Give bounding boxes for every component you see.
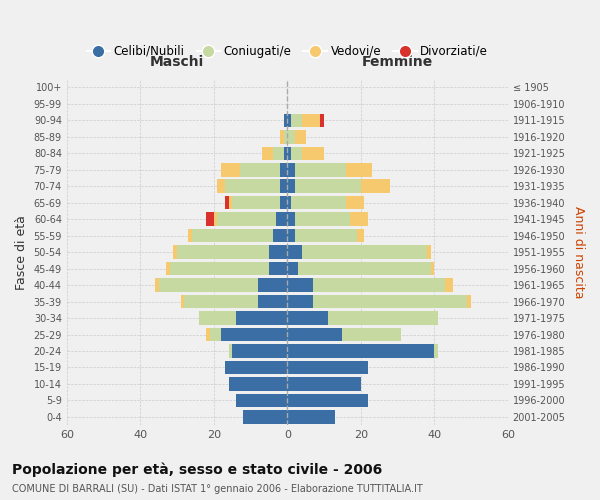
Bar — [258, 278, 287, 292]
Bar — [232, 344, 287, 358]
Bar — [170, 262, 269, 276]
Bar — [217, 212, 276, 226]
Bar — [287, 246, 302, 259]
Bar — [313, 278, 445, 292]
Bar — [328, 312, 438, 325]
Bar — [313, 295, 467, 308]
Bar — [217, 180, 225, 193]
Bar — [287, 328, 343, 342]
Bar — [287, 146, 291, 160]
Text: Maschi: Maschi — [150, 56, 204, 70]
Bar — [269, 246, 287, 259]
Bar — [346, 196, 364, 209]
Bar — [284, 146, 287, 160]
Bar — [269, 262, 287, 276]
Bar — [272, 229, 287, 242]
Bar — [258, 295, 287, 308]
Bar — [229, 196, 232, 209]
Bar — [221, 163, 239, 176]
Bar — [287, 114, 291, 127]
Bar — [287, 360, 368, 374]
Bar — [295, 130, 305, 143]
Bar — [236, 394, 287, 407]
Bar — [243, 410, 287, 424]
Bar — [287, 394, 368, 407]
Bar — [284, 130, 287, 143]
Bar — [188, 229, 192, 242]
Bar — [280, 130, 284, 143]
Bar — [431, 262, 434, 276]
Bar — [214, 212, 217, 226]
Y-axis label: Fasce di età: Fasce di età — [15, 214, 28, 290]
Bar — [166, 262, 170, 276]
Text: Popolazione per età, sesso e stato civile - 2006: Popolazione per età, sesso e stato civil… — [12, 462, 382, 477]
Bar — [177, 246, 269, 259]
Bar — [287, 410, 335, 424]
Bar — [287, 295, 313, 308]
Bar — [155, 278, 158, 292]
Bar — [287, 212, 295, 226]
Bar — [287, 278, 313, 292]
Bar — [287, 312, 328, 325]
Bar — [295, 229, 357, 242]
Bar — [350, 212, 368, 226]
Bar — [291, 196, 346, 209]
Bar — [280, 180, 287, 193]
Bar — [320, 114, 324, 127]
Bar — [229, 377, 287, 390]
Bar — [291, 114, 302, 127]
Bar — [287, 344, 434, 358]
Bar — [276, 212, 287, 226]
Bar — [280, 196, 287, 209]
Bar — [199, 312, 236, 325]
Bar — [287, 196, 291, 209]
Bar — [225, 180, 280, 193]
Bar — [434, 344, 438, 358]
Bar — [221, 328, 287, 342]
Bar — [287, 180, 295, 193]
Bar — [287, 262, 298, 276]
Bar — [184, 295, 258, 308]
Bar — [192, 229, 272, 242]
Bar — [445, 278, 452, 292]
Bar — [357, 229, 364, 242]
Bar — [287, 377, 361, 390]
Bar — [225, 196, 229, 209]
Bar — [239, 163, 280, 176]
Bar — [236, 312, 287, 325]
Bar — [302, 246, 427, 259]
Bar — [295, 163, 346, 176]
Bar — [272, 146, 284, 160]
Bar — [287, 163, 295, 176]
Bar — [427, 246, 431, 259]
Bar — [181, 295, 184, 308]
Bar — [280, 163, 287, 176]
Bar — [361, 180, 390, 193]
Bar — [206, 212, 214, 226]
Bar — [295, 212, 350, 226]
Bar — [284, 114, 287, 127]
Bar — [467, 295, 471, 308]
Bar — [206, 328, 210, 342]
Bar — [262, 146, 272, 160]
Bar — [291, 146, 302, 160]
Bar — [343, 328, 401, 342]
Bar — [302, 114, 320, 127]
Bar — [232, 196, 280, 209]
Bar — [302, 146, 324, 160]
Text: COMUNE DI BARRALI (SU) - Dati ISTAT 1° gennaio 2006 - Elaborazione TUTTITALIA.IT: COMUNE DI BARRALI (SU) - Dati ISTAT 1° g… — [12, 484, 423, 494]
Legend: Celibi/Nubili, Coniugati/e, Vedovi/e, Divorziati/e: Celibi/Nubili, Coniugati/e, Vedovi/e, Di… — [82, 40, 493, 62]
Bar — [158, 278, 258, 292]
Bar — [210, 328, 221, 342]
Bar — [225, 360, 287, 374]
Bar — [298, 262, 431, 276]
Bar — [229, 344, 232, 358]
Bar — [295, 180, 361, 193]
Bar — [287, 130, 295, 143]
Y-axis label: Anni di nascita: Anni di nascita — [572, 206, 585, 298]
Bar — [173, 246, 177, 259]
Bar — [287, 229, 295, 242]
Bar — [346, 163, 372, 176]
Text: Femmine: Femmine — [362, 56, 433, 70]
